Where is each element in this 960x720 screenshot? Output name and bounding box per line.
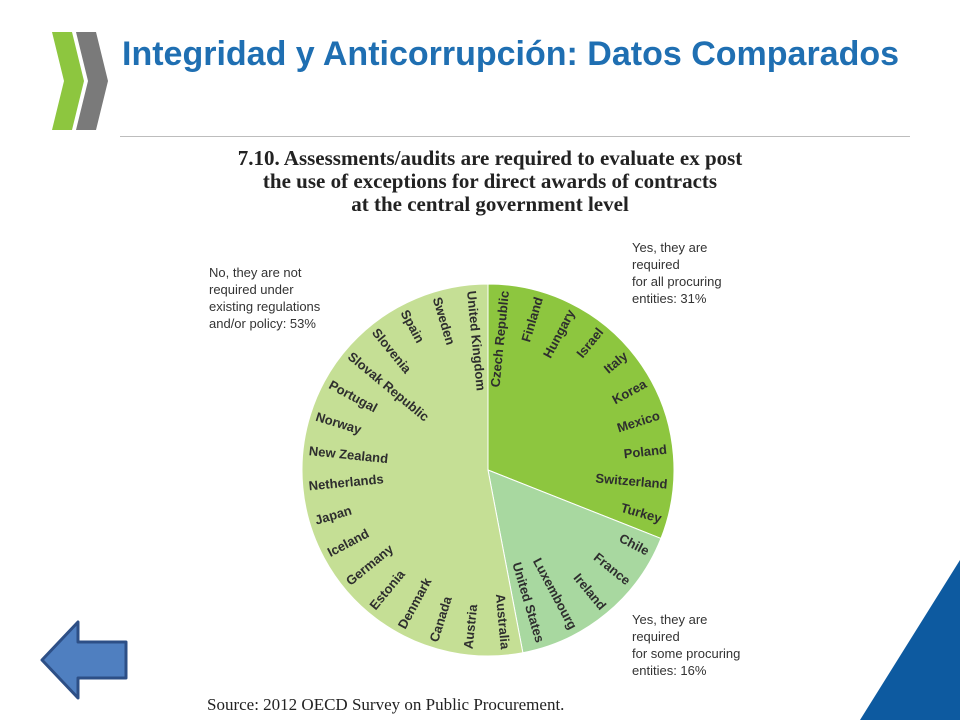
country-label: Australia — [493, 593, 513, 651]
chart-source: Source: 2012 OECD Survey on Public Procu… — [207, 695, 565, 714]
country-label: Austria — [461, 603, 481, 650]
chart-title-line: at the central government level — [351, 192, 629, 216]
legend-yes-all: Yes, they are required for all procuring… — [632, 240, 722, 306]
chart-title-line: the use of exceptions for direct awards … — [262, 169, 718, 193]
pie-slice-yes-all — [487, 283, 675, 540]
chart-title-line: 7.10. Assessments/audits are required to… — [237, 146, 743, 170]
legend-no: No, they are not required under existing… — [209, 265, 321, 331]
legend-yes-some: Yes, they are required for some procurin… — [632, 612, 741, 678]
left-arrow-icon[interactable] — [40, 620, 130, 700]
pie-slice-yes-some — [487, 469, 662, 654]
country-label: Netherlands — [308, 471, 384, 493]
title-divider — [120, 136, 910, 137]
logo-chevrons-icon — [52, 32, 108, 130]
chart-title: 7.10. Assessments/audits are required to… — [190, 147, 790, 216]
pie-slice-no — [301, 283, 524, 657]
corner-decoration — [860, 560, 960, 720]
page-title: Integridad y Anticorrupción: Datos Compa… — [122, 35, 900, 73]
country-label: Switzerland — [595, 470, 668, 491]
country-label: Poland — [623, 442, 668, 462]
